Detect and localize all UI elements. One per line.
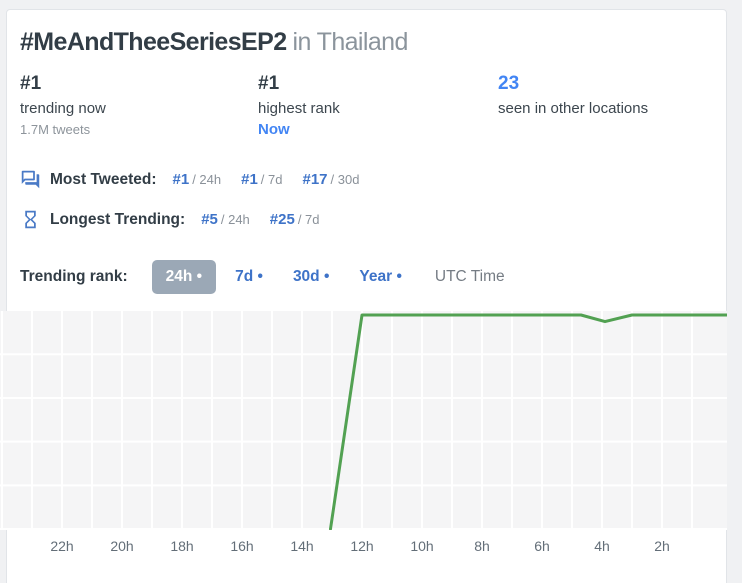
most-tweeted-7d: #1/ 7d: [241, 171, 282, 189]
x-tick-4h: 4h: [594, 538, 610, 554]
longest-trending-row: Longest Trending: #5/ 24h #25/ 7d: [20, 209, 340, 230]
page-title: #MeAndTheeSeriesEP2 in Thailand: [20, 28, 408, 57]
highest-rank-when-link[interactable]: Now: [258, 121, 290, 138]
tab-30d[interactable]: 30d •: [292, 267, 330, 285]
x-tick-8h: 8h: [474, 538, 490, 554]
stats-row: #1 trending now 1.7M tweets #1 highest r…: [20, 70, 722, 140]
most-tweeted-label: Most Tweeted:: [50, 170, 157, 188]
most-tweeted-24h-rank-link[interactable]: #1: [172, 170, 190, 188]
trend-hashtag: #MeAndTheeSeriesEP2: [20, 28, 287, 56]
trending-rank-controls: Trending rank: 24h • 7d • 30d • Year • U…: [20, 258, 505, 295]
x-tick-2h: 2h: [654, 538, 670, 554]
utc-time-toggle[interactable]: UTC Time: [434, 267, 505, 285]
stat-highest-rank: #1 highest rank Now: [258, 70, 498, 140]
trending-now-value: #1: [20, 73, 42, 94]
other-locations-label: seen in other locations: [498, 100, 649, 117]
most-tweeted-30d: #17/ 30d: [302, 171, 359, 189]
most-tweeted-row: Most Tweeted: #1/ 24h #1/ 7d #17/ 30d: [20, 169, 379, 190]
longest-trending-label: Longest Trending:: [50, 210, 186, 228]
x-tick-22h: 22h: [50, 538, 74, 554]
x-tick-16h: 16h: [230, 538, 254, 554]
tab-24h[interactable]: 24h •: [151, 259, 217, 294]
tab-7d[interactable]: 7d •: [235, 267, 263, 285]
stat-trending-now: #1 trending now 1.7M tweets: [20, 70, 258, 140]
longest-trending-24h-rank-link[interactable]: #5: [201, 210, 218, 228]
rank-chart: [0, 311, 727, 530]
most-tweeted-24h: #1/ 24h: [173, 171, 222, 189]
longest-trending-7d-rank-link[interactable]: #25: [269, 210, 295, 228]
highest-rank-value: #1: [258, 73, 280, 94]
tweet-count: 1.7M tweets: [20, 122, 91, 137]
x-tick-14h: 14h: [290, 538, 314, 554]
most-tweeted-7d-period: / 7d: [260, 171, 283, 187]
tab-year[interactable]: Year •: [359, 267, 402, 285]
x-tick-18h: 18h: [170, 538, 194, 554]
x-tick-12h: 12h: [350, 538, 374, 554]
trend-location: in Thailand: [292, 28, 409, 56]
stat-other-locations: 23 seen in other locations: [498, 70, 722, 140]
most-tweeted-30d-rank-link[interactable]: #17: [302, 170, 328, 188]
longest-trending-24h-period: / 24h: [220, 211, 250, 227]
longest-trending-7d: #25/ 7d: [270, 211, 320, 229]
chart-x-axis: 22h 20h 18h 16h 14h 12h 10h 8h 6h 4h 2h: [0, 538, 727, 558]
other-locations-count[interactable]: 23: [498, 73, 520, 94]
x-tick-10h: 10h: [410, 538, 434, 554]
most-tweeted-24h-period: / 24h: [192, 171, 222, 187]
highest-rank-label: highest rank: [258, 100, 340, 117]
hourglass-icon: [25, 210, 36, 229]
chat-bubbles-icon: [21, 170, 40, 189]
most-tweeted-7d-rank-link[interactable]: #1: [241, 170, 258, 188]
trending-rank-label: Trending rank:: [20, 267, 128, 285]
x-tick-6h: 6h: [534, 538, 550, 554]
trending-now-label: trending now: [20, 100, 106, 117]
longest-trending-7d-period: / 7d: [297, 211, 320, 227]
x-tick-20h: 20h: [110, 538, 134, 554]
most-tweeted-30d-period: / 30d: [330, 171, 360, 187]
rank-chart-svg: [0, 311, 727, 530]
longest-trending-24h: #5/ 24h: [201, 211, 250, 229]
